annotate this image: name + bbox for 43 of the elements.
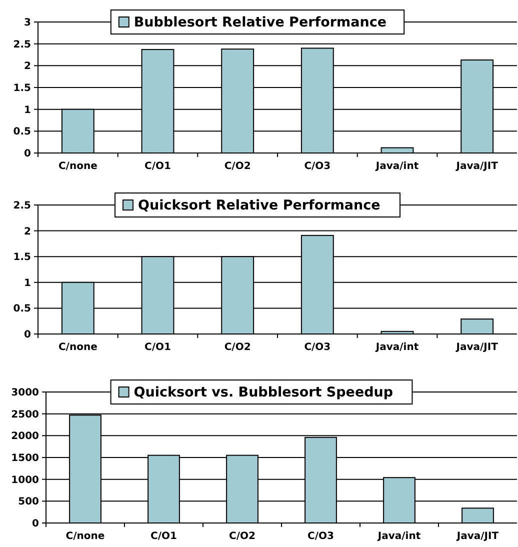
x-tick-label: C/O2 [229, 531, 256, 542]
y-tick-label: 2 [24, 61, 32, 72]
y-tick-label: 2500 [11, 409, 40, 420]
y-tick-label: 1500 [11, 453, 40, 464]
legend-label: Quicksort vs. Bubblesort Speedup [134, 384, 394, 401]
y-tick-label: 2000 [11, 431, 40, 442]
x-tick-label: C/O3 [304, 161, 331, 172]
x-tick-label: C/O1 [144, 161, 172, 172]
x-tick-label: Java/int [376, 531, 421, 542]
y-tick-label: 0.5 [13, 304, 32, 315]
x-tick-label: C/O2 [224, 161, 251, 172]
x-tick-label: Java/JIT [455, 161, 498, 172]
y-tick-label: 0 [24, 330, 32, 340]
y-tick-label: 0 [24, 148, 32, 160]
x-tick-label: C/O1 [144, 342, 172, 353]
legend-label: Quicksort Relative Performance [138, 198, 380, 214]
y-tick-label: 3000 [11, 388, 40, 398]
y-tick-label: 2.5 [13, 200, 32, 212]
y-tick-label: 500 [18, 496, 40, 508]
y-tick-label: 1000 [11, 474, 40, 486]
x-tick-label: C/O2 [224, 342, 251, 353]
y-tick-label: 3 [24, 18, 32, 28]
y-tick-label: 2.5 [13, 39, 32, 50]
y-tick-label: 0.5 [13, 126, 32, 138]
bar [460, 318, 494, 334]
y-tick-label: 2 [24, 226, 32, 238]
x-tick-label: C/O1 [150, 531, 178, 542]
y-tick-label: 0 [32, 518, 40, 530]
bar [462, 508, 494, 524]
y-tick-label: 1.5 [13, 83, 32, 94]
x-tick-label: C/none [66, 531, 105, 542]
x-tick-label: C/none [58, 342, 98, 353]
x-tick-label: Java/JIT [456, 531, 499, 542]
legend-label: Bubblesort Relative Performance [134, 14, 387, 31]
x-tick-label: C/O3 [304, 342, 331, 353]
y-tick-label: 1.5 [13, 252, 32, 264]
y-tick-label: 1 [24, 104, 32, 116]
y-tick-label: 1 [24, 278, 32, 289]
x-tick-label: Java/JIT [455, 342, 498, 353]
x-tick-label: C/none [58, 161, 98, 172]
x-tick-label: Java/int [374, 161, 419, 172]
x-tick-label: Java/int [374, 342, 419, 353]
x-tick-label: C/O3 [308, 531, 334, 542]
